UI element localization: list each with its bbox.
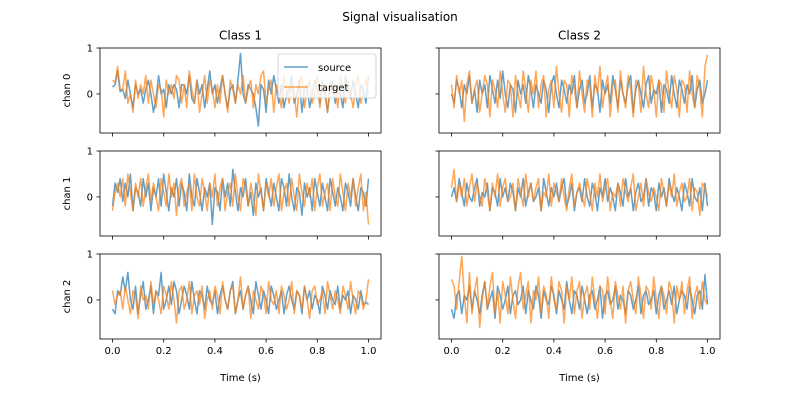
y-axis-label: chan 2 xyxy=(62,280,73,314)
x-tick-label: 0.8 xyxy=(309,346,325,357)
axes-frame xyxy=(99,47,382,134)
x-tick-label: 1.0 xyxy=(700,346,716,357)
x-axis-label: Time (s) xyxy=(558,373,600,384)
y-tick-label: 1 xyxy=(87,250,93,261)
y-tick-label: 0 xyxy=(87,89,93,100)
series-line-target xyxy=(111,276,370,324)
axes-frame xyxy=(99,150,382,237)
y-tick-label: 1 xyxy=(87,147,93,158)
x-tick-label: 1.0 xyxy=(361,346,377,357)
x-tick-label: 0.0 xyxy=(105,346,121,357)
y-tick-label: 0 xyxy=(87,295,93,306)
y-axis-label: chan 1 xyxy=(62,177,73,211)
x-tick-label: 0.8 xyxy=(648,346,664,357)
x-tick-label: 0.6 xyxy=(258,346,274,357)
subplot-chan-0-class-2 xyxy=(435,47,721,137)
legend-label-source: source xyxy=(318,63,351,74)
x-axis-label: Time (s) xyxy=(219,373,261,384)
subplot-chan-1-class-2 xyxy=(435,150,721,240)
legend-label-target: target xyxy=(318,83,348,94)
axes-frame xyxy=(438,47,721,134)
axes-frame xyxy=(438,253,721,340)
x-tick-label: 0.4 xyxy=(546,346,562,357)
x-tick-label: 0.6 xyxy=(597,346,613,357)
y-axis-label: chan 0 xyxy=(62,74,73,108)
series-line-target xyxy=(450,255,709,329)
subplot-chan-2-class-1: 1 0 0.0 0.2 0.4 0.6 0.8 1.0 chan 2 Time (s) xyxy=(62,250,382,384)
series-line-target xyxy=(450,54,709,123)
x-tick-label: 0.2 xyxy=(156,346,172,357)
column-title-class-1: Class 1 xyxy=(219,29,262,43)
axes-frame xyxy=(438,150,721,237)
legend: source target xyxy=(277,53,377,99)
series-line-target xyxy=(450,168,709,217)
subplot-chan-0-class-1: 1 0 chan 0 source target xyxy=(62,44,382,137)
x-tick-label: 0.2 xyxy=(495,346,511,357)
subplot-chan-1-class-1: 1 0 chan 1 xyxy=(62,147,382,240)
column-title-class-2: Class 2 xyxy=(558,29,601,43)
x-tick-label: 0.4 xyxy=(207,346,223,357)
axes-frame xyxy=(99,253,382,340)
series-line-source xyxy=(450,70,709,114)
series-line-target xyxy=(111,173,370,225)
subplot-chan-2-class-2: 0.0 0.2 0.4 0.6 0.8 1.0 Time (s) xyxy=(435,253,721,384)
y-tick-label: 0 xyxy=(87,192,93,203)
x-tick-label: 0.0 xyxy=(444,346,460,357)
figure-title: Signal visualisation xyxy=(342,10,458,24)
y-tick-label: 1 xyxy=(87,44,93,55)
